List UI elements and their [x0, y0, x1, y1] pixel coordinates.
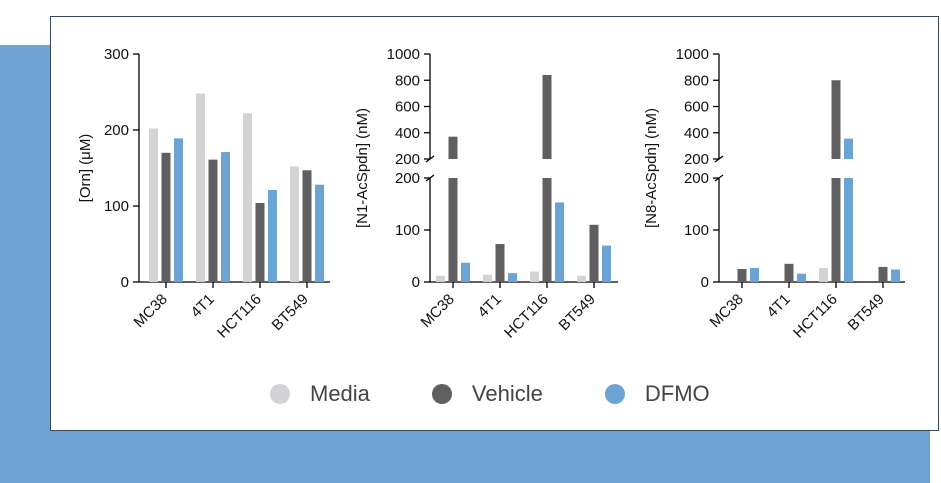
chart2-bar-media-4t1	[483, 274, 492, 282]
chart3-xtick-label-bt549: BT549	[845, 291, 888, 334]
chart1-bar-vehicle-4t1	[208, 159, 218, 282]
chart2-bar-dfmo-mc38	[461, 262, 470, 282]
chart2-ytick-label-upper: 200	[395, 151, 420, 168]
legend: Media Vehicle DFMO	[270, 378, 710, 410]
chart3-bar-dfmo-hct116-lower	[844, 178, 853, 282]
chart3-bar-dfmo-mc38	[750, 267, 759, 282]
chart2-bar-media-hct116	[530, 271, 539, 282]
chart1-ytick-label: 200	[104, 122, 129, 139]
chart1-xtick-label-mc38: MC38	[131, 291, 171, 331]
chart1-bar-dfmo-bt549	[315, 184, 324, 282]
chart2-bar-dfmo-bt549	[602, 245, 611, 282]
chart2-ytick-label-lower: 100	[395, 222, 420, 239]
legend-swatch-dfmo	[604, 384, 625, 404]
chart3-bar-dfmo-hct116-upper	[844, 138, 853, 159]
chart3-axis-break-mark	[714, 174, 724, 182]
chart1-bar-media-4t1	[196, 93, 205, 283]
chart3-xtick-label-mc38: MC38	[707, 291, 747, 331]
chart2-bar-vehicle-hct116-lower	[542, 178, 552, 282]
chart3-ylabel: [N8-AcSpdn] (nM)	[643, 108, 660, 228]
chart1-bar-dfmo-4t1	[221, 152, 230, 282]
chart2-xtick-label-hct116: HCT116	[501, 291, 552, 342]
chart3-bar-vehicle-mc38	[737, 269, 747, 282]
chart2-ytick-label-upper: 1000	[387, 46, 420, 63]
chart2-bar-vehicle-mc38-lower	[448, 178, 458, 282]
chart3-bar-vehicle-4t1	[784, 263, 794, 282]
chart3-bar-vehicle-hct116-lower	[831, 178, 841, 282]
chart3-bar-vehicle-bt549	[878, 266, 888, 282]
chart3-ytick-label-upper: 400	[684, 125, 709, 142]
chart1-ytick-label: 100	[104, 198, 129, 215]
chart1-xtick-label-bt549: BT549	[269, 291, 312, 334]
chart3-ytick-label-lower: 200	[684, 170, 709, 187]
chart1-bar-vehicle-bt549	[302, 170, 312, 282]
chart3-ytick-label-lower: 100	[684, 222, 709, 239]
chart2-axis-break-mark	[425, 174, 435, 182]
chart3-ytick-label-upper: 800	[684, 72, 709, 89]
chart2-ytick-label-upper: 800	[395, 72, 420, 89]
chart2-bar-media-bt549	[577, 275, 586, 282]
chart2-bar-vehicle-mc38-upper	[448, 136, 458, 159]
chart3-ytick-label-upper: 600	[684, 99, 709, 116]
chart3-ytick-label-upper: 200	[684, 151, 709, 168]
legend-item-dfmo: DFMO	[604, 381, 710, 407]
chart3-ytick-label-upper: 1000	[676, 46, 709, 63]
chart3-bar-dfmo-bt549	[891, 269, 900, 282]
chart2-bar-vehicle-hct116-upper	[542, 75, 552, 159]
chart2-bar-dfmo-hct116	[555, 202, 564, 282]
chart2-xtick-label-4t1: 4T1	[475, 291, 505, 321]
chart1-bar-dfmo-hct116	[268, 190, 277, 282]
legend-label-vehicle: Vehicle	[471, 381, 543, 406]
chart1-bar-vehicle-mc38	[161, 152, 171, 282]
legend-label-media: Media	[310, 381, 370, 406]
chart1-bar-dfmo-mc38	[174, 138, 183, 282]
chart3-bar-vehicle-hct116-upper	[831, 80, 841, 159]
chart1-ytick-label: 300	[104, 46, 129, 63]
chart2-axis-break-mark	[425, 155, 435, 163]
chart1-bar-media-bt549	[290, 166, 299, 282]
legend-swatch-media	[270, 384, 290, 404]
chart1-bar-media-mc38	[149, 128, 158, 282]
chart2-bar-vehicle-bt549	[589, 224, 599, 282]
chart2-bar-vehicle-4t1	[495, 244, 505, 282]
chart3-xtick-label-hct116: HCT116	[790, 291, 841, 342]
chart1-bar-vehicle-hct116	[255, 202, 265, 282]
chart3-xtick-label-4t1: 4T1	[764, 291, 794, 321]
legend-item-vehicle: Vehicle	[431, 381, 543, 407]
chart2-xtick-label-bt549: BT549	[556, 291, 599, 334]
chart2-ytick-label-lower: 0	[412, 274, 420, 291]
legend-item-media: Media	[270, 381, 370, 407]
chart2-ylabel: [N1-AcSpdn] (nM)	[354, 108, 371, 228]
chart3-bar-media-hct116	[819, 267, 828, 282]
chart2-bar-dfmo-4t1	[508, 273, 517, 282]
chart2-ytick-label-upper: 600	[395, 99, 420, 116]
chart3-axis-break-mark	[714, 155, 724, 163]
chart2-ytick-label-lower: 200	[395, 170, 420, 187]
chart2-xtick-label-mc38: MC38	[418, 291, 458, 331]
chart3-ytick-label-lower: 0	[701, 274, 709, 291]
chart2-bar-media-mc38	[436, 275, 445, 282]
chart1-ylabel: [Orn] (μM)	[77, 134, 94, 203]
chart3-bar-dfmo-4t1	[797, 273, 806, 282]
chart1-xtick-label-4t1: 4T1	[188, 291, 218, 321]
legend-label-dfmo: DFMO	[644, 381, 710, 406]
chart1-xtick-label-hct116: HCT116	[214, 291, 265, 342]
chart1-bar-media-hct116	[243, 113, 252, 282]
legend-swatch-vehicle	[431, 384, 452, 404]
chart2-ytick-label-upper: 400	[395, 125, 420, 142]
chart1-ytick-label: 0	[121, 274, 129, 291]
